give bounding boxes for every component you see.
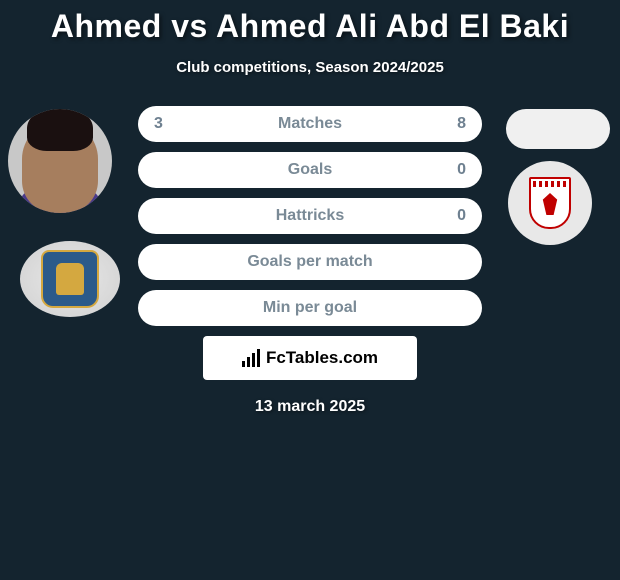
stat-label: Hattricks <box>276 207 344 225</box>
stat-row-min-per-goal: Min per goal <box>138 290 482 326</box>
stat-right-value: 0 <box>457 161 466 179</box>
stat-label: Matches <box>278 115 342 133</box>
stat-row-matches: 3 Matches 8 <box>138 106 482 142</box>
stat-label: Goals per match <box>247 253 372 271</box>
player-1-photo <box>8 109 112 213</box>
club-1-logo <box>20 241 120 317</box>
stat-row-goals: Goals 0 <box>138 152 482 188</box>
stat-label: Min per goal <box>263 299 357 317</box>
stat-left-value: 3 <box>154 115 163 133</box>
club-2-logo <box>508 161 592 245</box>
brand-text: FcTables.com <box>266 348 378 368</box>
chart-bars-icon <box>242 349 262 367</box>
date-text: 13 march 2025 <box>0 398 620 416</box>
brand-badge: FcTables.com <box>203 336 417 380</box>
page-title: Ahmed vs Ahmed Ali Abd El Baki <box>0 0 620 45</box>
comparison-content: 3 Matches 8 Goals 0 Hattricks 0 Goals pe… <box>0 106 620 416</box>
stat-label: Goals <box>288 161 332 179</box>
stat-right-value: 0 <box>457 207 466 225</box>
stats-list: 3 Matches 8 Goals 0 Hattricks 0 Goals pe… <box>138 106 482 326</box>
stat-row-goals-per-match: Goals per match <box>138 244 482 280</box>
stat-right-value: 8 <box>457 115 466 133</box>
player-2-photo <box>506 109 610 149</box>
stat-row-hattricks: Hattricks 0 <box>138 198 482 234</box>
subtitle: Club competitions, Season 2024/2025 <box>0 59 620 76</box>
